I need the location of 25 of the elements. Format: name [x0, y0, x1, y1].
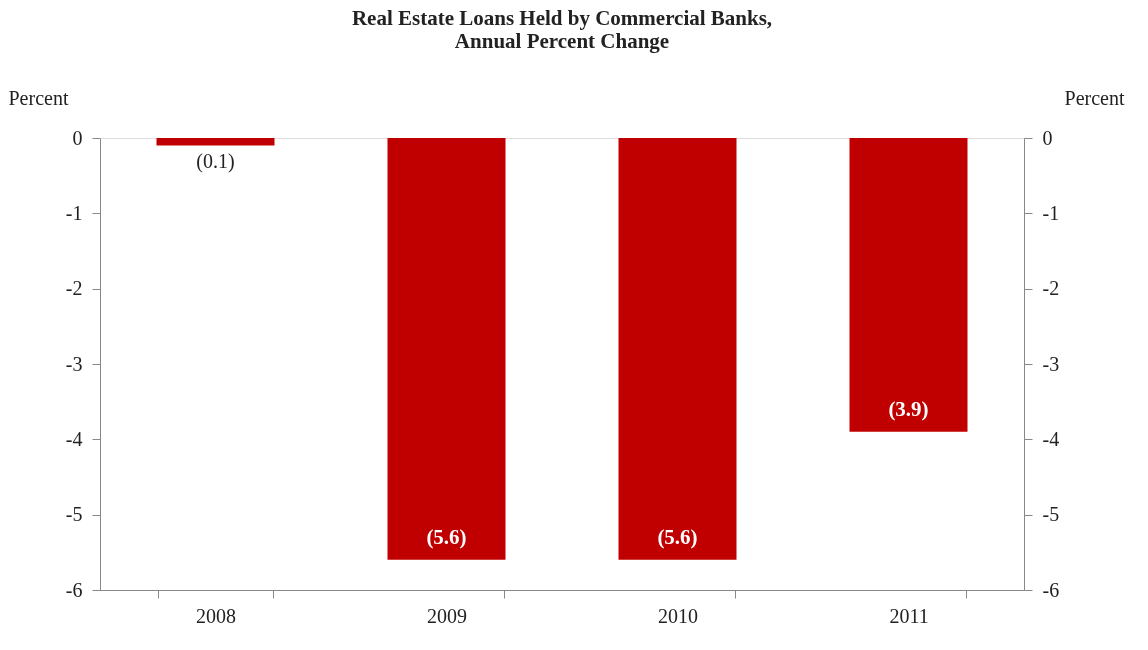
chart-title: Real Estate Loans Held by Commercial Banks, Annual Percent Change	[351, 6, 773, 53]
data-label: (5.6)	[426, 524, 467, 549]
x-tick-label: 2009	[427, 604, 467, 627]
y-tick-label: -5	[65, 503, 83, 526]
y-tick-label: -4	[65, 427, 83, 450]
y2-tick-label: -2	[1042, 277, 1060, 300]
y2-tick-label: -1	[1042, 201, 1060, 224]
x-tick-label: 2008	[196, 604, 236, 627]
y-tick-label: -2	[65, 277, 83, 300]
y2-tick-label: -5	[1042, 503, 1060, 526]
y2-tick-label: 0	[1042, 126, 1053, 149]
data-label: (0.1)	[196, 149, 235, 173]
x-tick-label: 2011	[889, 604, 929, 627]
y-tick-label: 0	[72, 126, 83, 149]
x-tick-label: 2010	[658, 604, 698, 627]
y2-tick-label: -4	[1042, 427, 1060, 450]
data-label: (3.9)	[888, 396, 929, 421]
y2-tick-label: -3	[1042, 352, 1060, 375]
y-axis-title: Percent	[8, 86, 69, 109]
y-tick-label: -6	[65, 578, 83, 601]
y-tick-label: -3	[65, 352, 83, 375]
y-tick-label: -1	[65, 201, 83, 224]
y2-tick-label: -6	[1042, 578, 1060, 601]
y2-axis-title: Percent	[1064, 86, 1125, 109]
data-label: (5.6)	[657, 524, 698, 549]
